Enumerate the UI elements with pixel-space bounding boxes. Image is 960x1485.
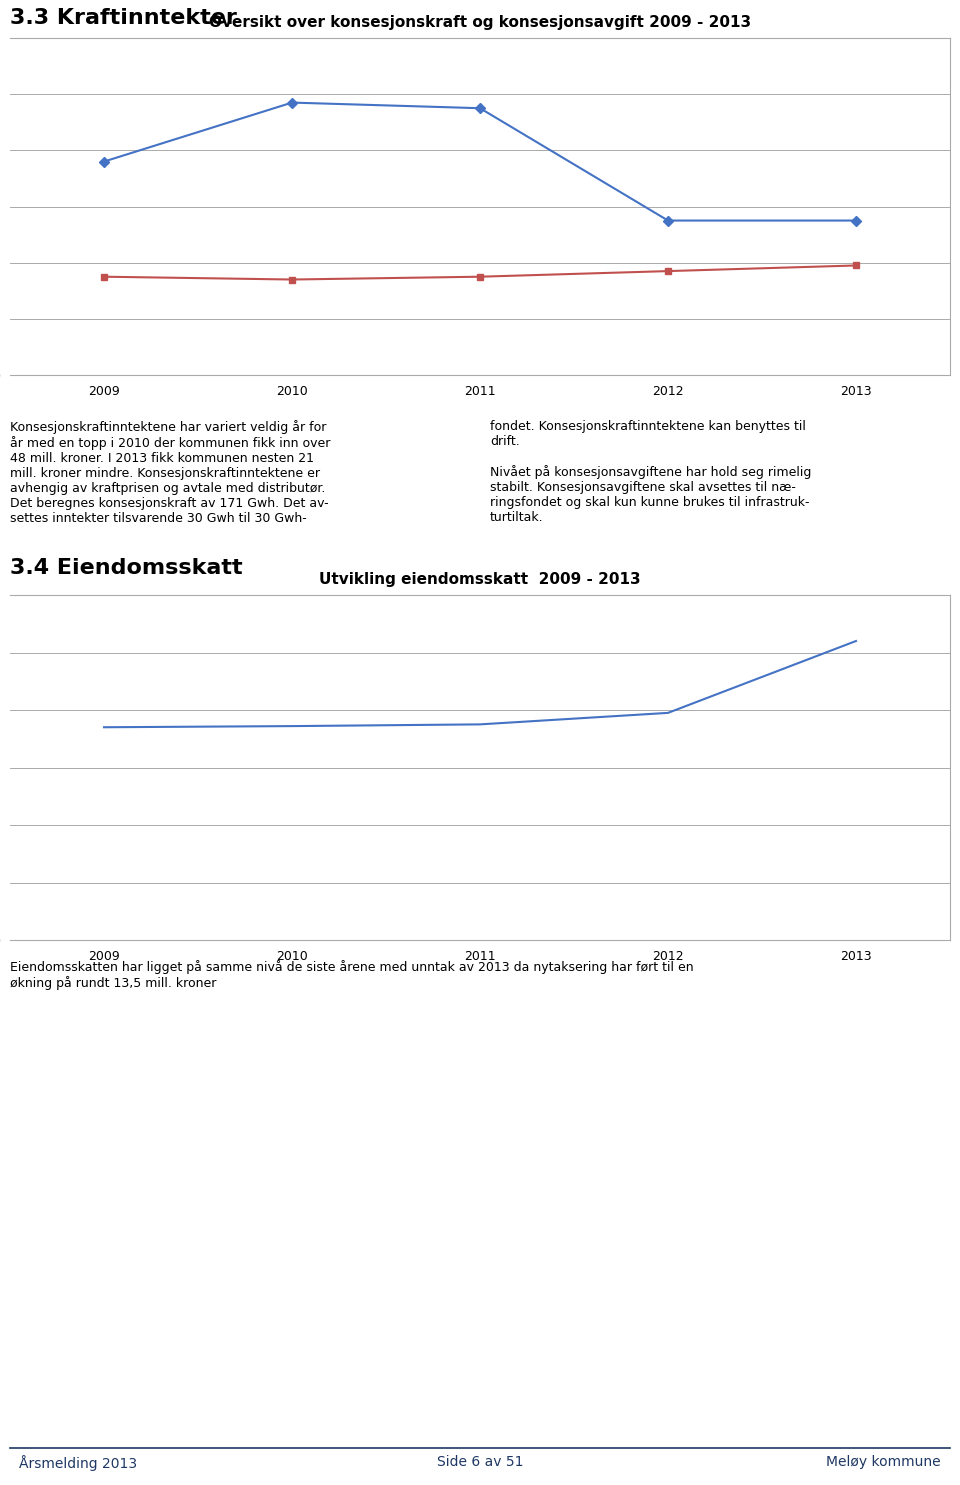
- Text: Meløy kommune: Meløy kommune: [827, 1455, 941, 1469]
- Text: Konsesjonskraftinntektene har variert veldig år for
år med en topp i 2010 der ko: Konsesjonskraftinntektene har variert ve…: [10, 420, 330, 526]
- Title: Oversikt over konsesjonskraft og konsesjonsavgift 2009 - 2013: Oversikt over konsesjonskraft og konsesj…: [209, 15, 751, 30]
- Text: 3.3 Kraftinntekter: 3.3 Kraftinntekter: [10, 7, 237, 28]
- Text: fondet. Konsesjonskraftinntektene kan benyttes til
drift.

Nivået på konsesjonsa: fondet. Konsesjonskraftinntektene kan be…: [490, 420, 811, 524]
- Legend: Kons.kraft, Kons. avg.: Kons.kraft, Kons. avg.: [956, 186, 960, 227]
- Text: Årsmelding 2013: Årsmelding 2013: [19, 1455, 137, 1472]
- Text: Side 6 av 51: Side 6 av 51: [437, 1455, 523, 1469]
- Text: 3.4 Eiendomsskatt: 3.4 Eiendomsskatt: [10, 558, 243, 578]
- Title: Utvikling eiendomsskatt  2009 - 2013: Utvikling eiendomsskatt 2009 - 2013: [319, 572, 641, 587]
- Text: Eiendomsskatten har ligget på samme nivå de siste årene med unntak av 2013 da ny: Eiendomsskatten har ligget på samme nivå…: [10, 959, 694, 990]
